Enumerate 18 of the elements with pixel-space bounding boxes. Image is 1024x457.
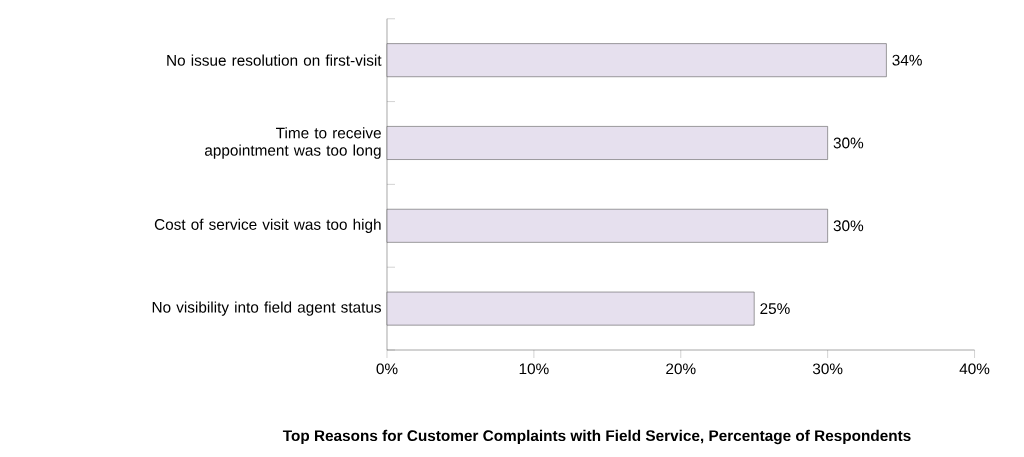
y-tick-label: Cost of service visit was too high — [154, 218, 381, 233]
data-label: 34% — [892, 54, 922, 66]
bar — [386, 43, 887, 77]
bar — [386, 126, 828, 160]
x-tick-label: 10% — [519, 363, 549, 375]
text: Top Reasons for Customer Complaints with Field Service, Percentage of Respondents — [282, 429, 911, 445]
y-tick-label: No visibility into field agent status — [152, 301, 382, 316]
data-label: 30% — [833, 137, 864, 149]
bar — [386, 208, 828, 243]
x-tick-label: 0% — [376, 363, 398, 375]
data-label: 30% — [833, 220, 864, 232]
x-tick-label: 30% — [812, 363, 843, 375]
data-label: 25% — [760, 303, 790, 315]
x-tick-label: 40% — [959, 363, 990, 375]
bar — [386, 291, 755, 326]
y-tick-label: No issue resolution on first-visit — [167, 54, 382, 66]
x-tick-label: 20% — [666, 363, 696, 375]
y-tick-label: Time to receive appointment was too long — [204, 127, 381, 159]
